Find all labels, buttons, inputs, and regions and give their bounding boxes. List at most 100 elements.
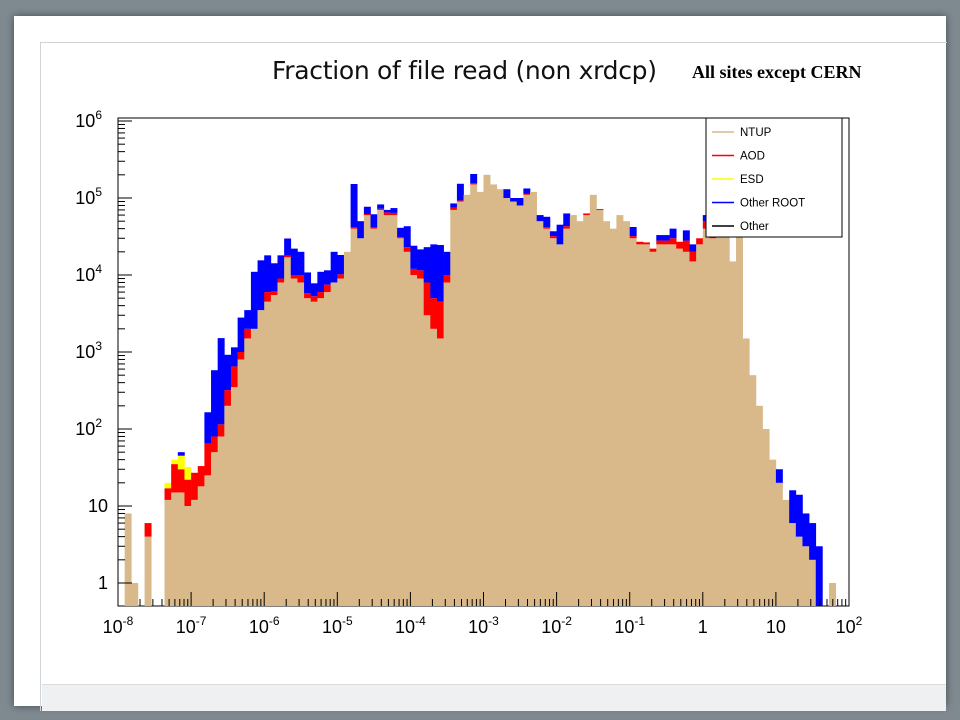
x-tick-label: 10-6: [249, 614, 280, 637]
bar-ntup: [211, 452, 218, 606]
bar-aod: [430, 298, 438, 329]
bar-other-root: [211, 370, 218, 437]
bar-other-root: [563, 213, 571, 227]
x-tick-label: 10-1: [614, 614, 645, 637]
bar-aod: [696, 238, 704, 245]
bar-aod: [629, 236, 637, 239]
bar-aod: [297, 275, 305, 283]
bar-ntup: [629, 238, 637, 606]
bar-other-root: [403, 226, 411, 248]
bar-ntup: [576, 221, 584, 606]
bar-ntup: [171, 492, 179, 606]
bar-ntup: [357, 238, 365, 606]
bar-other-root: [324, 270, 331, 285]
bar-ntup: [144, 536, 152, 606]
bar-aod: [436, 301, 444, 339]
bar-other-root: [549, 231, 557, 237]
bar-ntup: [829, 583, 837, 606]
y-tick-label: 1: [98, 573, 108, 593]
bar-aod: [317, 292, 325, 299]
axes: 10-8 10-7 10-6 10-5 10-4 10-3 10-2 10-1 1 10 102 1 1…: [75, 108, 862, 637]
bar-other-root: [450, 203, 458, 208]
bar-ntup: [496, 189, 504, 607]
bar-other-root: [795, 494, 803, 537]
bar-ntup: [596, 209, 604, 606]
legend-label: Other: [740, 221, 769, 233]
bar-other-root: [815, 546, 823, 606]
bar-esd: [171, 459, 179, 465]
bar-other-root: [290, 248, 298, 275]
bar-ntup: [709, 238, 717, 606]
bar-other-root: [270, 263, 278, 291]
bar-ntup: [802, 546, 810, 606]
bar-ntup: [609, 228, 617, 606]
y-tick-label: 103: [75, 339, 102, 362]
bar-ntup: [603, 221, 611, 606]
y-tick-label: 106: [75, 108, 102, 131]
bar-ntup: [696, 244, 704, 607]
bar-other-root: [629, 227, 637, 237]
bar-aod: [543, 227, 551, 229]
bar-ntup: [403, 251, 411, 606]
bar-aod: [370, 227, 378, 229]
bar-aod: [204, 443, 212, 476]
bar-ntup: [795, 536, 803, 606]
bar-aod: [636, 241, 644, 245]
bar-other-root: [689, 244, 697, 252]
x-tick-label: 10-3: [468, 614, 499, 637]
legend-box: [705, 117, 843, 238]
bar-aod: [410, 268, 418, 275]
bar-ntup: [623, 221, 630, 606]
bar-ntup: [436, 338, 444, 606]
bar-ntup: [649, 251, 657, 606]
bar-aod: [682, 240, 690, 252]
bar-ntup: [729, 261, 737, 606]
legend: NTUP AOD ESD Other ROOT Other: [705, 117, 843, 238]
bar-ntup: [204, 475, 212, 606]
bar-ntup: [250, 328, 258, 606]
bar-aod: [377, 208, 385, 210]
slide-caption: All sites except CERN: [692, 62, 862, 82]
bar-aod: [277, 278, 285, 283]
bar-other-root: [363, 206, 371, 214]
bar-aod: [211, 436, 218, 453]
bar-esd: [164, 482, 172, 489]
bar-aod: [350, 227, 358, 229]
bar-other-root: [297, 251, 305, 275]
bar-ntup: [782, 499, 790, 606]
bar-ntup: [277, 282, 285, 606]
bar-other-root: [510, 198, 518, 202]
bar-other-root: [264, 255, 272, 293]
bar-ntup: [337, 278, 345, 606]
bar-ntup: [662, 244, 670, 607]
bar-other-root: [417, 249, 424, 271]
bar-aod: [662, 240, 670, 245]
legend-label: Other ROOT: [740, 198, 805, 210]
bar-aod: [383, 212, 391, 216]
bar-ntup: [516, 205, 524, 606]
bar-other-root: [775, 469, 783, 483]
bar-ntup: [257, 310, 265, 606]
bar-aod: [304, 293, 312, 299]
y-tick-label: 10: [88, 496, 108, 516]
bar-ntup: [270, 294, 278, 606]
bar-aod: [583, 213, 591, 216]
bar-ntup: [775, 482, 783, 606]
bar-esd: [177, 455, 185, 470]
bar-other-root: [390, 208, 398, 213]
bar-ntup: [490, 184, 498, 606]
x-tick-label: 1: [698, 617, 708, 637]
bar-other-root: [310, 283, 318, 297]
bar-aod: [676, 241, 684, 249]
bar-ntup: [523, 194, 531, 606]
bar-ntup: [244, 338, 252, 606]
bar-aod: [144, 523, 152, 537]
bar-aod: [390, 212, 398, 216]
bar-ntup: [230, 387, 238, 606]
bar-ntup: [363, 215, 371, 606]
bar-esd: [184, 467, 192, 480]
bar-other-root: [397, 227, 405, 238]
bar-other-root: [423, 247, 431, 283]
bar-aod: [470, 183, 478, 185]
bar-ntup: [736, 233, 743, 607]
